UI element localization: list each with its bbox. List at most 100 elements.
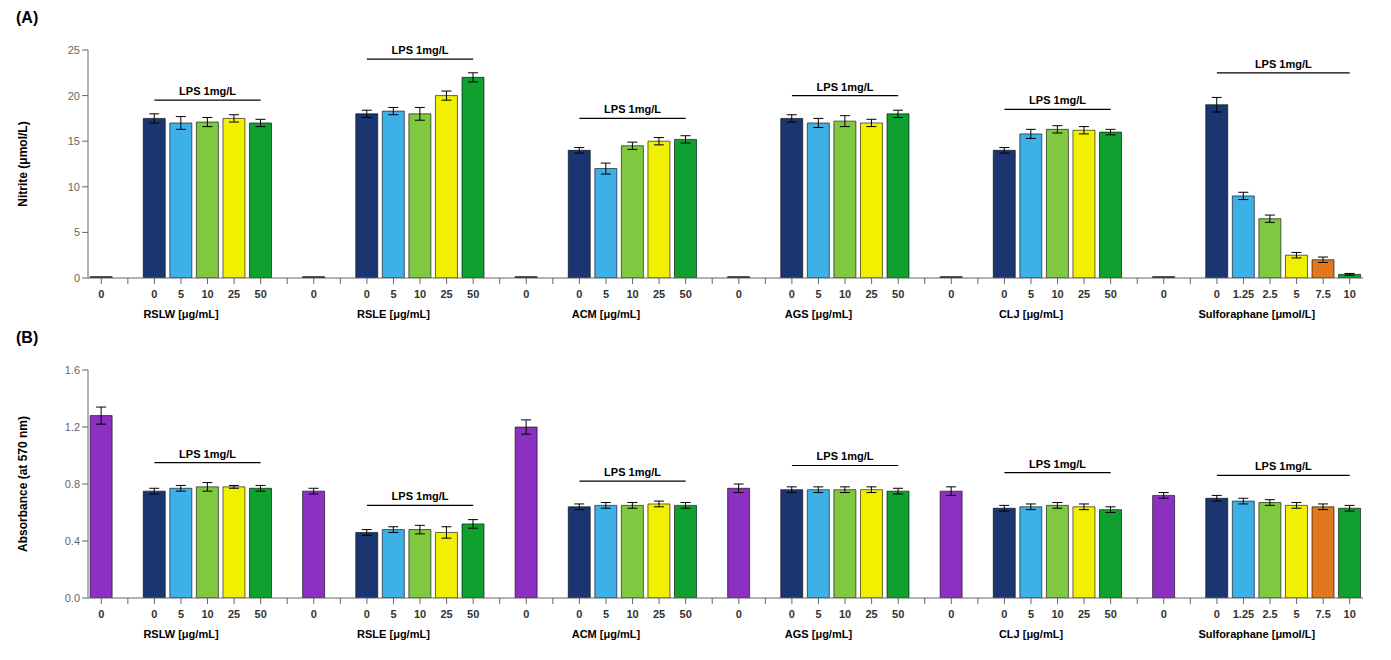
svg-text:1.2: 1.2 bbox=[65, 421, 80, 433]
svg-text:0: 0 bbox=[1214, 288, 1220, 300]
svg-text:LPS 1mg/L: LPS 1mg/L bbox=[179, 448, 236, 460]
svg-text:ACM [μg/mL]: ACM [μg/mL] bbox=[572, 628, 641, 640]
svg-text:2.5: 2.5 bbox=[1262, 608, 1277, 620]
svg-text:0: 0 bbox=[948, 288, 954, 300]
svg-text:AGS [μg/mL]: AGS [μg/mL] bbox=[785, 628, 853, 640]
svg-text:0: 0 bbox=[736, 608, 742, 620]
svg-text:0: 0 bbox=[1001, 288, 1007, 300]
svg-text:5: 5 bbox=[74, 226, 80, 238]
svg-text:Sulforaphane [μmol/L]: Sulforaphane [μmol/L] bbox=[1198, 628, 1315, 640]
svg-text:2.5: 2.5 bbox=[1262, 288, 1277, 300]
svg-text:50: 50 bbox=[1105, 288, 1117, 300]
svg-text:25: 25 bbox=[440, 608, 452, 620]
svg-text:25: 25 bbox=[1078, 608, 1090, 620]
svg-text:ACM [μg/mL]: ACM [μg/mL] bbox=[572, 308, 641, 320]
svg-text:CLJ [μg/mL]: CLJ [μg/mL] bbox=[999, 628, 1064, 640]
svg-text:0: 0 bbox=[1161, 608, 1167, 620]
svg-text:RSLW [μg/mL]: RSLW [μg/mL] bbox=[143, 308, 219, 320]
svg-text:RSLW [μg/mL]: RSLW [μg/mL] bbox=[143, 628, 219, 640]
svg-text:10: 10 bbox=[839, 608, 851, 620]
svg-text:0: 0 bbox=[151, 608, 157, 620]
svg-text:CLJ [μg/mL]: CLJ [μg/mL] bbox=[999, 308, 1064, 320]
svg-text:0: 0 bbox=[576, 608, 582, 620]
svg-text:5: 5 bbox=[178, 288, 184, 300]
svg-text:RSLE [μg/mL]: RSLE [μg/mL] bbox=[357, 308, 430, 320]
svg-text:10: 10 bbox=[68, 181, 80, 193]
svg-text:0: 0 bbox=[789, 608, 795, 620]
svg-text:5: 5 bbox=[390, 288, 396, 300]
svg-text:LPS 1mg/L: LPS 1mg/L bbox=[1255, 460, 1312, 472]
svg-text:15: 15 bbox=[68, 135, 80, 147]
svg-text:Nitrite (μmol/L): Nitrite (μmol/L) bbox=[16, 121, 30, 206]
svg-text:0: 0 bbox=[1001, 608, 1007, 620]
svg-text:LPS 1mg/L: LPS 1mg/L bbox=[817, 450, 874, 462]
svg-text:5: 5 bbox=[178, 608, 184, 620]
svg-text:5: 5 bbox=[603, 608, 609, 620]
svg-text:5: 5 bbox=[1294, 288, 1300, 300]
svg-text:10: 10 bbox=[626, 288, 638, 300]
svg-text:0: 0 bbox=[948, 608, 954, 620]
svg-text:25: 25 bbox=[653, 288, 665, 300]
svg-text:0: 0 bbox=[523, 608, 529, 620]
svg-text:LPS 1mg/L: LPS 1mg/L bbox=[1255, 58, 1312, 70]
svg-text:7.5: 7.5 bbox=[1316, 288, 1331, 300]
svg-text:LPS 1mg/L: LPS 1mg/L bbox=[1029, 458, 1086, 470]
svg-text:25: 25 bbox=[228, 608, 240, 620]
svg-text:10: 10 bbox=[414, 608, 426, 620]
svg-text:0: 0 bbox=[74, 272, 80, 284]
svg-text:0: 0 bbox=[523, 288, 529, 300]
svg-text:AGS [μg/mL]: AGS [μg/mL] bbox=[785, 308, 853, 320]
svg-text:10: 10 bbox=[201, 288, 213, 300]
svg-text:LPS 1mg/L: LPS 1mg/L bbox=[1029, 94, 1086, 106]
svg-text:10: 10 bbox=[414, 288, 426, 300]
svg-text:10: 10 bbox=[201, 608, 213, 620]
svg-text:LPS 1mg/L: LPS 1mg/L bbox=[817, 81, 874, 93]
svg-text:50: 50 bbox=[467, 288, 479, 300]
svg-text:10: 10 bbox=[1344, 608, 1356, 620]
svg-text:20: 20 bbox=[68, 90, 80, 102]
svg-text:Sulforaphane [μmol/L]: Sulforaphane [μmol/L] bbox=[1198, 308, 1315, 320]
svg-text:5: 5 bbox=[1028, 288, 1034, 300]
svg-text:25: 25 bbox=[865, 288, 877, 300]
svg-text:0: 0 bbox=[736, 288, 742, 300]
svg-text:LPS 1mg/L: LPS 1mg/L bbox=[604, 466, 661, 478]
svg-text:10: 10 bbox=[1051, 288, 1063, 300]
svg-text:10: 10 bbox=[626, 608, 638, 620]
svg-text:1.25: 1.25 bbox=[1233, 608, 1254, 620]
svg-text:5: 5 bbox=[1294, 608, 1300, 620]
svg-text:25: 25 bbox=[653, 608, 665, 620]
svg-text:10: 10 bbox=[1051, 608, 1063, 620]
svg-text:RSLE [μg/mL]: RSLE [μg/mL] bbox=[357, 628, 430, 640]
svg-text:LPS 1mg/L: LPS 1mg/L bbox=[179, 85, 236, 97]
svg-text:50: 50 bbox=[467, 608, 479, 620]
svg-text:0: 0 bbox=[98, 608, 104, 620]
svg-text:25: 25 bbox=[440, 288, 452, 300]
svg-text:7.5: 7.5 bbox=[1316, 608, 1331, 620]
svg-text:0: 0 bbox=[1214, 608, 1220, 620]
svg-text:25: 25 bbox=[228, 288, 240, 300]
svg-text:0: 0 bbox=[576, 288, 582, 300]
svg-text:0: 0 bbox=[98, 288, 104, 300]
svg-text:50: 50 bbox=[892, 608, 904, 620]
svg-text:50: 50 bbox=[680, 608, 692, 620]
svg-text:50: 50 bbox=[255, 608, 267, 620]
svg-text:50: 50 bbox=[1105, 608, 1117, 620]
svg-text:25: 25 bbox=[1078, 288, 1090, 300]
svg-text:5: 5 bbox=[603, 288, 609, 300]
svg-text:10: 10 bbox=[839, 288, 851, 300]
svg-text:0.8: 0.8 bbox=[65, 478, 80, 490]
svg-text:50: 50 bbox=[892, 288, 904, 300]
svg-text:10: 10 bbox=[1344, 288, 1356, 300]
svg-text:0: 0 bbox=[789, 288, 795, 300]
svg-text:1.25: 1.25 bbox=[1233, 288, 1254, 300]
svg-text:0: 0 bbox=[364, 608, 370, 620]
svg-text:0.0: 0.0 bbox=[65, 592, 80, 604]
svg-text:0: 0 bbox=[364, 288, 370, 300]
svg-text:0: 0 bbox=[151, 288, 157, 300]
svg-text:25: 25 bbox=[865, 608, 877, 620]
svg-text:5: 5 bbox=[1028, 608, 1034, 620]
svg-text:0.4: 0.4 bbox=[65, 535, 80, 547]
svg-text:1.6: 1.6 bbox=[65, 364, 80, 376]
svg-text:LPS 1mg/L: LPS 1mg/L bbox=[604, 103, 661, 115]
svg-text:25: 25 bbox=[68, 44, 80, 56]
